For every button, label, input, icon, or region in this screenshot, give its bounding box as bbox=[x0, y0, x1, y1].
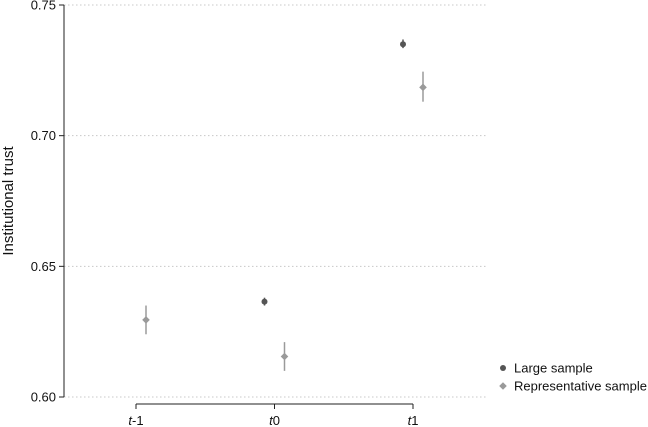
x-tick-label-suffix: 1 bbox=[411, 413, 418, 427]
x-tick-label: t-1 bbox=[128, 413, 143, 427]
point-representative-sample bbox=[419, 83, 427, 92]
y-tick-label: 0.70 bbox=[31, 128, 56, 143]
x-tick-label-italic: t bbox=[128, 413, 133, 427]
x-tick-label-suffix: -1 bbox=[132, 413, 144, 427]
legend-marker bbox=[499, 382, 507, 390]
legend-label: Large sample bbox=[514, 361, 593, 376]
x-tick-label-suffix: 0 bbox=[273, 413, 280, 427]
y-axis-title: Institutional trust bbox=[0, 146, 17, 256]
y-tick-label: 0.65 bbox=[31, 259, 56, 274]
point-representative-sample bbox=[280, 352, 289, 361]
point-large-sample bbox=[400, 41, 406, 48]
grid-layer bbox=[64, 4, 488, 398]
x-tick-label: t0 bbox=[269, 413, 280, 427]
point-large-sample bbox=[261, 298, 268, 305]
series-layer bbox=[142, 39, 427, 371]
legend: Large sample Representative sample bbox=[499, 361, 647, 394]
y-tick-label: 0.75 bbox=[31, 0, 56, 13]
tick-layer: 0.600.650.700.75t-1 t0 t1 bbox=[31, 0, 419, 427]
point-representative-sample bbox=[142, 316, 150, 324]
axes-layer bbox=[63, 5, 413, 405]
x-tick-label: t1 bbox=[408, 413, 419, 427]
x-tick-label-italic: t bbox=[408, 413, 413, 427]
legend-label: Representative sample bbox=[514, 379, 647, 394]
legend-marker bbox=[500, 365, 506, 371]
y-tick-label: 0.60 bbox=[31, 390, 56, 405]
x-tick-label-italic: t bbox=[269, 413, 274, 427]
